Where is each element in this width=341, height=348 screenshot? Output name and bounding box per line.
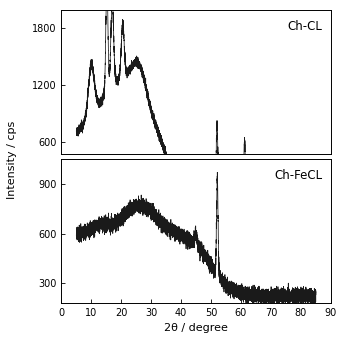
X-axis label: 2θ / degree: 2θ / degree bbox=[164, 323, 228, 333]
Text: Ch-FeCL: Ch-FeCL bbox=[275, 169, 323, 182]
Text: Intensity / cps: Intensity / cps bbox=[7, 121, 17, 199]
Text: Ch-CL: Ch-CL bbox=[288, 21, 323, 33]
